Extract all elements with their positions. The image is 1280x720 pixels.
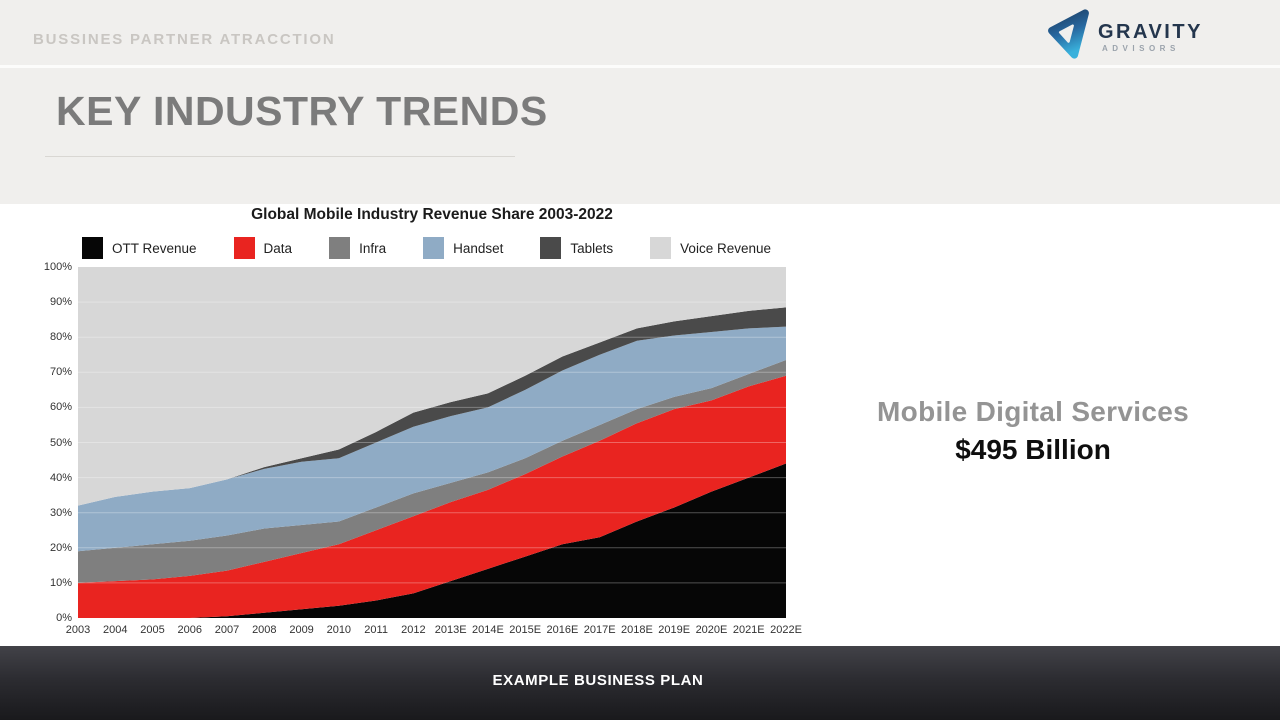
area-ott-revenue xyxy=(78,463,786,618)
legend-item-tablets: Tablets xyxy=(540,237,613,259)
x-tick-2007: 2007 xyxy=(214,624,240,636)
breadcrumb: BUSSINES PARTNER ATRACCTION xyxy=(33,31,336,48)
y-tick-100: 100% xyxy=(43,261,72,273)
legend-item-handset: Handset xyxy=(423,237,503,259)
legend-swatch xyxy=(82,237,103,259)
y-tick-0: 0% xyxy=(56,612,72,624)
key-stat: Mobile Digital Services $495 Billion xyxy=(840,396,1226,466)
gravity-triangle-icon xyxy=(1048,9,1089,59)
title-underline xyxy=(45,156,515,157)
x-tick-2009: 2009 xyxy=(289,624,314,636)
legend-label: Tablets xyxy=(570,240,614,256)
legend-swatch xyxy=(423,237,445,259)
header-divider xyxy=(0,65,1280,68)
x-tick-2013E: 2013E xyxy=(434,624,467,636)
x-tick-2020E: 2020E xyxy=(695,624,728,636)
legend-item-data: Data xyxy=(233,237,293,259)
y-tick-90: 90% xyxy=(49,296,72,309)
stacked-area-chart xyxy=(78,267,786,618)
area-infra xyxy=(78,360,786,583)
x-tick-2014E: 2014E xyxy=(471,624,504,636)
x-tick-2017E: 2017E xyxy=(583,624,616,636)
x-tick-2021E: 2021E xyxy=(732,624,765,636)
page-title: KEY INDUSTRY TRENDS xyxy=(56,88,548,134)
x-tick-2011: 2011 xyxy=(364,624,388,636)
footer-text: EXAMPLE BUSINESS PLAN xyxy=(492,672,704,689)
y-tick-30: 30% xyxy=(49,506,72,519)
x-tick-2003: 2003 xyxy=(65,624,91,636)
x-tick-2022E: 2022E xyxy=(770,624,802,636)
stat-label: Mobile Digital Services xyxy=(877,396,1189,427)
legend-item-voice-revenue: Voice Revenue xyxy=(650,237,771,259)
logo-name: GRAVITY xyxy=(1098,21,1203,43)
y-tick-20: 20% xyxy=(49,541,72,554)
footer-bar: EXAMPLE BUSINESS PLAN xyxy=(0,646,1280,720)
y-tick-60: 60% xyxy=(49,401,72,414)
x-tick-2005: 2005 xyxy=(140,624,165,636)
x-tick-2010: 2010 xyxy=(326,624,352,636)
y-tick-10: 10% xyxy=(49,576,72,589)
x-tick-2008: 2008 xyxy=(252,624,277,636)
y-tick-50: 50% xyxy=(49,436,72,449)
legend-swatch xyxy=(233,237,255,259)
x-tick-2006: 2006 xyxy=(177,624,203,636)
area-data xyxy=(78,375,786,618)
logo: GRAVITY ADVISORS xyxy=(1046,6,1236,62)
y-tick-80: 80% xyxy=(49,331,72,344)
y-tick-40: 40% xyxy=(49,471,72,484)
top-band: BUSSINES PARTNER ATRACCTION GRAVITY ADVI… xyxy=(0,0,1280,204)
legend-label: OTT Revenue xyxy=(112,240,197,256)
stat-value: $495 Billion xyxy=(955,434,1111,465)
legend-label: Infra xyxy=(359,240,387,256)
x-tick-2015E: 2015E xyxy=(509,624,542,636)
legend-label: Voice Revenue xyxy=(680,240,771,256)
chart-title: Global Mobile Industry Revenue Share 200… xyxy=(251,206,613,223)
area-handset xyxy=(78,326,786,552)
area-voice-revenue xyxy=(78,267,786,506)
x-tick-2019E: 2019E xyxy=(658,624,691,636)
area-tablets xyxy=(78,307,786,506)
x-tick-2018E: 2018E xyxy=(621,624,653,636)
legend-swatch xyxy=(540,237,562,259)
x-tick-2016E: 2016E xyxy=(546,624,579,636)
legend-item-ott-revenue: OTT Revenue xyxy=(82,237,197,259)
x-tick-2012: 2012 xyxy=(401,624,426,636)
legend-item-infra: Infra xyxy=(329,237,386,259)
legend-label: Data xyxy=(263,240,293,256)
x-tick-2004: 2004 xyxy=(103,624,128,636)
legend-swatch xyxy=(650,237,672,259)
chart-legend: OTT Revenue Data Infra Handset Tablets Voice … xyxy=(82,237,808,259)
logo-subtitle: ADVISORS xyxy=(1102,44,1180,53)
legend-swatch xyxy=(329,237,351,259)
y-tick-70: 70% xyxy=(49,366,72,379)
legend-label: Handset xyxy=(453,240,504,256)
